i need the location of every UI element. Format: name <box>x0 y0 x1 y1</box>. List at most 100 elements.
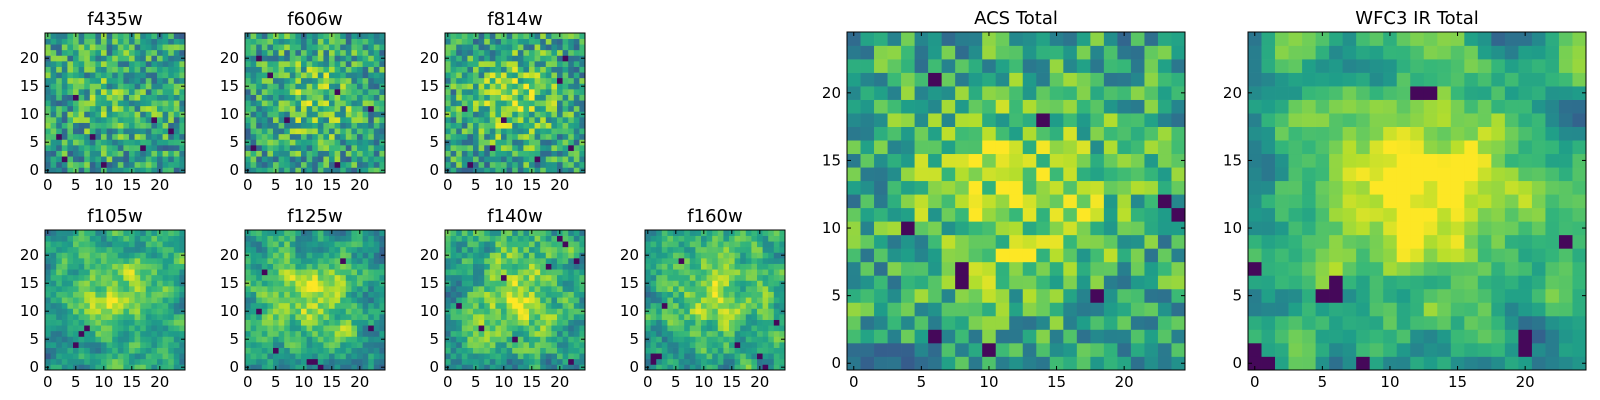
heatmap-cell <box>551 325 558 332</box>
heatmap-cell <box>362 336 369 343</box>
heatmap-cell <box>573 291 580 298</box>
heatmap-cell <box>101 49 107 56</box>
heatmap-cell <box>982 180 997 195</box>
heatmap-cell <box>334 55 341 62</box>
heatmap-cell <box>351 117 358 123</box>
heatmap-cell <box>289 297 296 304</box>
heatmap-cell <box>734 274 741 281</box>
heatmap-cell <box>123 150 130 157</box>
heatmap-cell <box>729 325 735 332</box>
heatmap-cell <box>295 336 302 343</box>
heatmap-cell <box>461 269 468 276</box>
heatmap-cell <box>157 286 163 292</box>
heatmap-cell <box>579 263 586 270</box>
y-tick-label: 15 <box>220 274 239 292</box>
heatmap-cell <box>568 156 575 163</box>
heatmap-cell <box>529 161 535 168</box>
heatmap-cell <box>751 364 758 371</box>
heatmap-cell <box>573 336 580 343</box>
heatmap-cell <box>540 291 547 298</box>
heatmap-cell <box>478 330 485 337</box>
heatmap-cell <box>345 111 352 118</box>
heatmap-cell <box>661 297 668 304</box>
heatmap-cell <box>762 302 769 309</box>
heatmap-cell <box>673 286 679 292</box>
heatmap-cell <box>506 94 513 101</box>
heatmap-cell <box>379 319 386 326</box>
heatmap-cell <box>712 280 719 287</box>
heatmap-cell <box>501 258 507 264</box>
heatmap-cell <box>523 44 530 51</box>
heatmap-cell <box>523 66 530 73</box>
heatmap-cell <box>140 167 147 174</box>
heatmap-cell <box>267 246 274 253</box>
heatmap-cell <box>656 358 663 365</box>
heatmap-cell <box>250 128 257 135</box>
heatmap-cell <box>495 105 502 112</box>
heatmap-cell <box>456 235 463 242</box>
heatmap-cell <box>768 280 775 287</box>
heatmap-cell <box>179 44 186 51</box>
heatmap-cell <box>874 248 888 263</box>
heatmap-cell <box>656 336 663 343</box>
heatmap-cell <box>779 342 786 348</box>
heatmap-cell <box>106 274 113 281</box>
heatmap-cell <box>168 246 175 253</box>
heatmap-cell <box>661 280 668 287</box>
heatmap-cell <box>661 342 668 348</box>
heatmap-cell <box>50 319 57 326</box>
heatmap-cell <box>45 291 51 298</box>
heatmap-cell <box>157 105 163 112</box>
heatmap-cell <box>151 161 158 168</box>
heatmap-cell <box>495 347 502 354</box>
heatmap-cell <box>534 280 541 287</box>
heatmap-cell <box>101 342 107 348</box>
heatmap-cell <box>95 308 102 315</box>
heatmap-cell <box>673 258 679 264</box>
heatmap-cell <box>129 145 135 151</box>
heatmap-cell <box>173 111 180 118</box>
heatmap-cell <box>495 342 502 348</box>
heatmap-cell <box>168 342 175 348</box>
heatmap-cell <box>289 291 296 298</box>
heatmap-cell <box>61 319 68 326</box>
heatmap-cell <box>157 83 163 90</box>
heatmap-cell <box>568 61 575 67</box>
heatmap-cell <box>689 353 696 360</box>
heatmap-cell <box>162 274 169 281</box>
heatmap-cell <box>506 286 513 292</box>
heatmap-cell <box>284 111 291 118</box>
heatmap-cell <box>1022 342 1037 357</box>
heatmap-cell <box>289 133 296 140</box>
heatmap-cell <box>145 167 152 174</box>
heatmap-cell <box>67 94 74 101</box>
heatmap-cell <box>89 286 96 292</box>
heatmap-cell <box>379 77 386 84</box>
heatmap-cell <box>329 297 335 304</box>
heatmap-cell <box>461 105 468 112</box>
heatmap-cell <box>351 77 358 84</box>
heatmap-cell <box>61 302 68 309</box>
heatmap-cell <box>484 156 491 163</box>
heatmap-cell <box>695 263 702 270</box>
heatmap-cell <box>484 280 491 287</box>
heatmap-cell <box>557 49 563 56</box>
heatmap-cell <box>84 342 91 348</box>
heatmap-cell <box>145 274 152 281</box>
heatmap-cell <box>489 258 496 264</box>
heatmap-cell <box>751 353 758 360</box>
heatmap-cell <box>740 314 747 320</box>
heatmap-cell <box>140 274 147 281</box>
heatmap-cell <box>357 325 363 332</box>
heatmap-cell <box>295 77 302 84</box>
heatmap-cell <box>745 274 752 281</box>
heatmap-cell <box>445 66 451 73</box>
heatmap-cell <box>545 314 552 320</box>
heatmap-cell <box>140 49 147 56</box>
heatmap-cell <box>250 150 257 157</box>
heatmap-cell <box>117 150 124 157</box>
heatmap-cell <box>901 153 915 168</box>
heatmap-cell <box>329 235 335 242</box>
heatmap-cell <box>362 291 369 298</box>
heatmap-cell <box>157 246 163 253</box>
